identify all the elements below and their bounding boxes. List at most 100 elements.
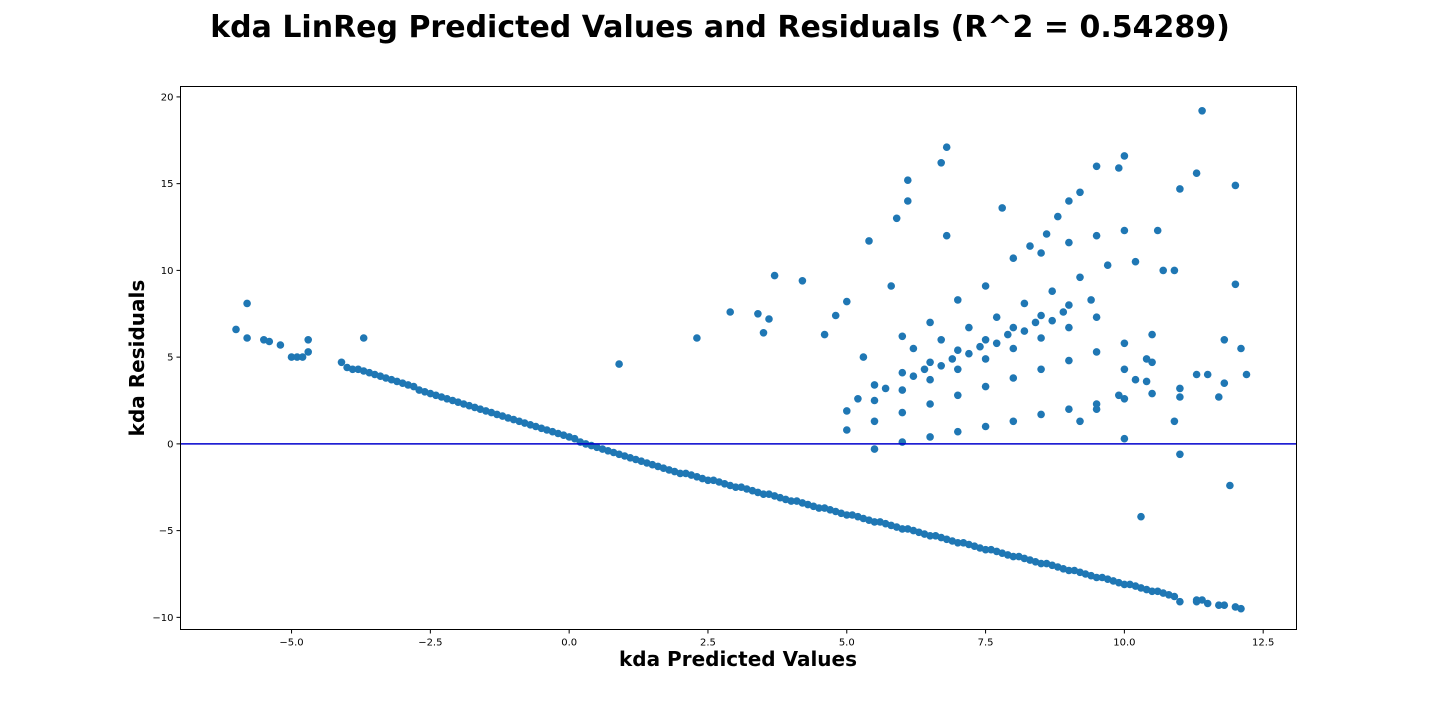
y-tick-label: −5 <box>159 526 174 537</box>
data-point <box>1092 231 1101 240</box>
data-point <box>904 197 912 205</box>
data-point <box>1176 384 1184 393</box>
data-point <box>948 355 957 363</box>
data-point <box>904 176 912 184</box>
data-point <box>676 469 684 478</box>
data-point <box>1120 152 1129 160</box>
data-point <box>759 490 768 499</box>
data-point <box>892 214 901 223</box>
data-point <box>1048 316 1056 325</box>
data-point <box>1009 344 1018 353</box>
data-point <box>1020 327 1029 335</box>
data-point <box>1120 580 1129 589</box>
data-point <box>926 318 934 327</box>
x-tick-label: 7.5 <box>978 638 994 649</box>
data-point <box>243 299 251 308</box>
data-point <box>1192 370 1201 379</box>
data-point <box>954 346 962 355</box>
data-point <box>1215 601 1223 609</box>
data-point <box>1170 417 1179 426</box>
data-point <box>1092 405 1101 414</box>
y-axis-label: kda Residuals <box>125 280 149 437</box>
data-point <box>898 332 907 341</box>
data-point <box>1076 417 1084 426</box>
data-point <box>1065 566 1073 575</box>
data-point <box>1026 242 1034 250</box>
data-point <box>954 391 962 400</box>
data-point <box>981 422 990 431</box>
data-point <box>898 408 907 417</box>
x-tick-label: 5.0 <box>839 638 855 649</box>
data-point <box>1215 393 1223 401</box>
data-point <box>359 334 368 342</box>
data-point <box>1142 355 1151 363</box>
data-point <box>937 336 945 344</box>
data-point <box>937 159 945 167</box>
data-point <box>337 358 346 367</box>
data-point <box>1115 391 1123 400</box>
data-point <box>1037 410 1045 419</box>
points-layer <box>232 107 1251 613</box>
data-point <box>787 497 795 505</box>
data-point <box>976 342 984 351</box>
data-point <box>1048 287 1056 296</box>
data-point <box>570 434 579 443</box>
data-point <box>831 311 840 320</box>
data-point <box>1148 389 1156 398</box>
data-point <box>693 334 701 342</box>
data-point <box>1103 261 1112 270</box>
y-tick-label: 15 <box>161 179 174 190</box>
data-point <box>870 518 879 526</box>
data-point <box>1065 356 1073 365</box>
data-point <box>1131 257 1140 266</box>
data-point <box>1148 330 1156 339</box>
data-point <box>1065 323 1073 332</box>
data-point <box>1037 365 1045 374</box>
data-point <box>909 372 918 381</box>
data-point <box>1231 280 1240 289</box>
data-point <box>843 511 851 519</box>
data-point <box>1009 254 1018 262</box>
data-point <box>926 433 934 441</box>
data-point <box>920 365 929 374</box>
data-point <box>287 353 296 361</box>
data-point <box>898 438 907 446</box>
data-point <box>1087 296 1095 304</box>
data-point <box>232 325 240 334</box>
data-point <box>1120 434 1129 443</box>
data-point <box>965 323 973 332</box>
data-point <box>1009 552 1018 561</box>
data-point <box>954 365 962 374</box>
data-point <box>1092 573 1101 582</box>
data-point <box>981 355 990 363</box>
data-point <box>1042 230 1051 238</box>
data-point <box>1054 212 1062 221</box>
x-tick-label: 0.0 <box>561 638 577 649</box>
data-point <box>298 353 307 361</box>
data-point <box>870 445 879 453</box>
data-point <box>243 334 251 342</box>
data-point <box>1237 344 1245 353</box>
data-point <box>1198 596 1206 604</box>
data-point <box>859 353 868 361</box>
y-tick-label: 5 <box>167 353 173 364</box>
x-tick-label: 10.0 <box>1113 638 1135 649</box>
data-point <box>304 348 313 356</box>
y-tick-label: −10 <box>152 613 173 624</box>
data-point <box>898 368 907 377</box>
data-point <box>954 427 962 436</box>
data-point <box>1142 377 1151 386</box>
data-point <box>759 329 768 337</box>
data-point <box>348 365 357 374</box>
data-point <box>843 407 851 415</box>
data-point <box>992 339 1001 348</box>
x-tick-label: 2.5 <box>700 638 716 649</box>
data-point <box>965 349 973 358</box>
data-point <box>1120 226 1129 235</box>
data-point <box>1226 481 1234 490</box>
data-point <box>1220 379 1229 388</box>
data-point <box>770 271 779 280</box>
y-tick-label: 20 <box>161 92 174 103</box>
data-point <box>909 344 918 353</box>
